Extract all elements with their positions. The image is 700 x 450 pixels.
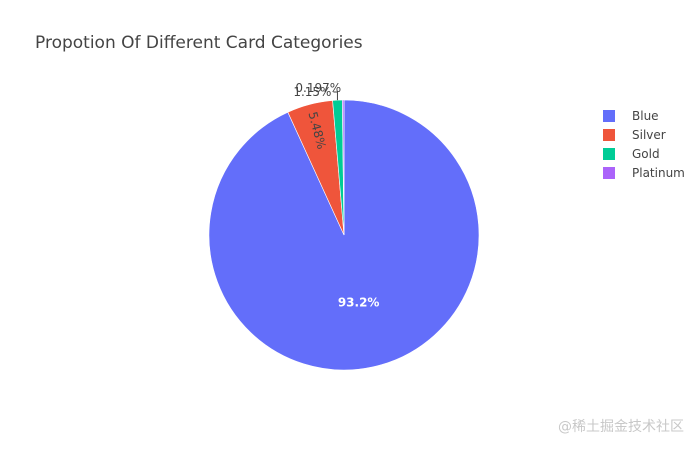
legend-item-platinum[interactable]: Platinum xyxy=(603,163,685,182)
legend-label-silver: Silver xyxy=(632,127,666,142)
legend-item-blue[interactable]: Blue xyxy=(603,106,685,125)
legend-item-gold[interactable]: Gold xyxy=(603,144,685,163)
legend-swatch-platinum xyxy=(603,166,615,179)
legend-swatch-silver xyxy=(603,128,615,141)
slice-label-gold: 1.15% xyxy=(293,85,331,99)
chart-title: Propotion Of Different Card Categories xyxy=(35,33,363,53)
legend-swatch-blue xyxy=(603,109,615,122)
legend-label-platinum: Platinum xyxy=(632,165,685,180)
legend: Blue Silver Gold Platinum xyxy=(603,106,685,182)
legend-swatch-gold xyxy=(603,147,615,160)
legend-label-blue: Blue xyxy=(632,108,659,123)
pie-slice-platinum[interactable] xyxy=(342,99,345,236)
slice-label-platinum: 0.197% xyxy=(295,81,341,95)
slice-label-blue: 93.2% xyxy=(338,295,380,309)
legend-item-silver[interactable]: Silver xyxy=(603,125,685,144)
legend-label-gold: Gold xyxy=(632,146,660,161)
watermark: @稀土掘金技术社区 xyxy=(558,419,684,435)
leader-line-gold xyxy=(333,91,338,101)
